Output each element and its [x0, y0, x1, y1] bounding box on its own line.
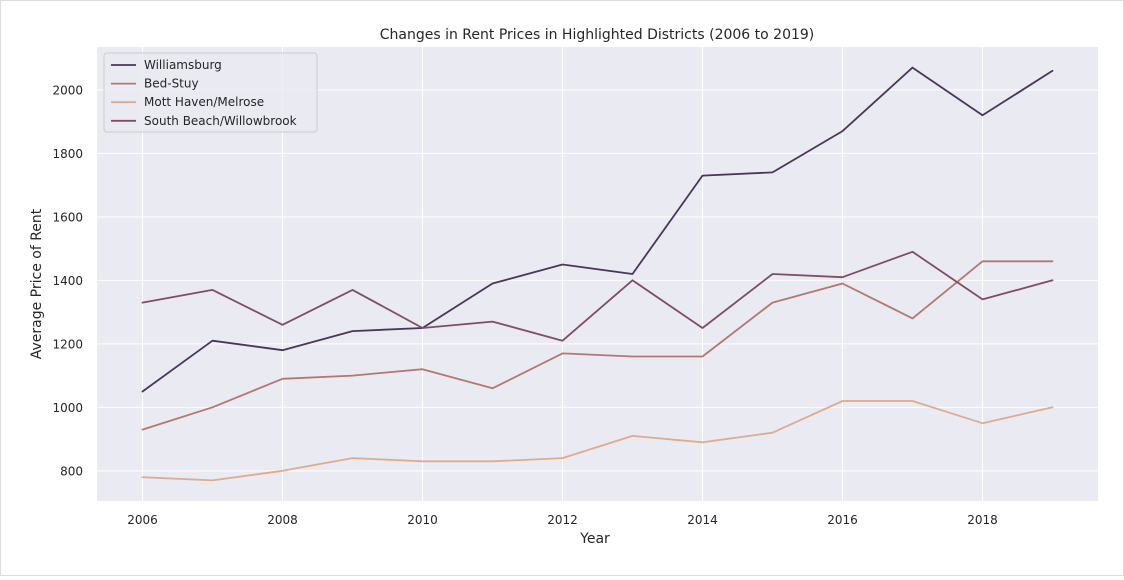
x-tick-label: 2010 — [407, 513, 438, 527]
y-tick-label: 1200 — [52, 337, 83, 351]
y-axis-label: Average Price of Rent — [29, 208, 45, 359]
x-tick-labels: 2006 2008 2010 2012 2014 2016 2018 — [127, 513, 998, 527]
x-tick-label: 2014 — [687, 513, 718, 527]
series-lines — [141, 66, 1054, 482]
x-tick-label: 2008 — [267, 513, 298, 527]
x-tick-label: 2012 — [547, 513, 578, 527]
series-line-0 — [141, 66, 1054, 393]
y-gridlines — [97, 89, 1098, 472]
legend-label: South Beach/Willowbrook — [144, 114, 297, 128]
series-line-2 — [141, 400, 1054, 482]
y-tick-label: 1400 — [52, 274, 83, 288]
series-line-1 — [141, 260, 1054, 431]
legend-box — [103, 52, 318, 133]
series-line-3 — [141, 250, 1054, 342]
x-axis-label: Year — [579, 531, 610, 547]
chart-title: Changes in Rent Prices in Highlighted Di… — [380, 27, 815, 43]
x-tick-label: 2006 — [127, 513, 158, 527]
legend-label: Mott Haven/Melrose — [144, 95, 264, 109]
legend-label: Williamsburg — [144, 58, 222, 72]
y-tick-label: 800 — [60, 464, 83, 478]
y-tick-label: 1800 — [52, 147, 83, 161]
x-tick-label: 2018 — [967, 513, 998, 527]
x-tick-label: 2016 — [827, 513, 858, 527]
y-tick-label: 2000 — [52, 83, 83, 97]
y-tick-label: 1600 — [52, 210, 83, 224]
y-tick-labels: 800 1000 1200 1400 1600 1800 2000 — [52, 83, 83, 478]
legend: Williamsburg Bed-Stuy Mott Haven/Melrose So… — [103, 52, 318, 133]
legend-label: Bed-Stuy — [144, 77, 199, 91]
y-tick-label: 1000 — [52, 401, 83, 415]
